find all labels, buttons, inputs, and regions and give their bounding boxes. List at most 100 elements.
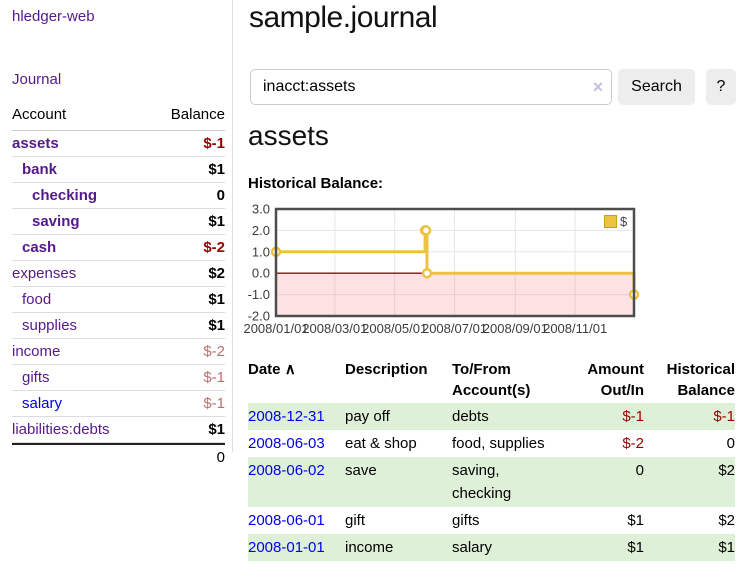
y-tick-label: 2.0 bbox=[252, 223, 270, 238]
account-balance: $1 bbox=[208, 317, 225, 334]
data-point-marker bbox=[421, 267, 433, 279]
y-tick-label: 3.0 bbox=[252, 202, 270, 217]
account-link[interactable]: income bbox=[12, 343, 61, 360]
header-balance-line2: Balance bbox=[677, 382, 735, 399]
search-input[interactable] bbox=[250, 69, 612, 105]
chart-legend: $ bbox=[604, 214, 627, 229]
account-balance: $1 bbox=[208, 161, 225, 178]
x-tick-label: 2008/01/01 bbox=[244, 321, 309, 336]
accounts-total-row: 0 bbox=[12, 443, 225, 470]
y-tick-label: -1.0 bbox=[248, 287, 270, 302]
account-row: liabilities:debts $1 bbox=[12, 417, 225, 443]
account-link[interactable]: assets bbox=[12, 135, 59, 152]
header-amount-line1: Amount bbox=[587, 361, 644, 378]
chart-canvas: 3.0 2.0 1.0 0.0 -1.0 -2.02008/01/012008/03/01… bbox=[244, 202, 640, 336]
account-link[interactable]: supplies bbox=[22, 317, 78, 334]
page-title: sample.journal bbox=[249, 1, 438, 34]
amount-cell: $-2 bbox=[622, 435, 644, 452]
account-link[interactable]: saving bbox=[32, 213, 80, 230]
account-balance: $-1 bbox=[203, 135, 225, 152]
balance-cell: $-1 bbox=[713, 408, 735, 425]
balance-cell: 0 bbox=[726, 435, 735, 452]
sort-asc-icon: ∧ bbox=[284, 361, 296, 378]
amount-cell: $1 bbox=[627, 512, 644, 529]
accounts-cell: saving, checking bbox=[452, 462, 512, 502]
x-tick-label: 2008/11/01 bbox=[543, 321, 607, 336]
account-heading: assets bbox=[248, 120, 329, 151]
plot-border bbox=[274, 207, 636, 318]
table-row: 2008-12-31 pay off debts $-1 $-1 bbox=[248, 403, 735, 430]
table-row: 2008-06-01 gift gifts $1 $2 bbox=[248, 507, 735, 534]
account-row: expenses $2 bbox=[12, 261, 225, 287]
account-row: saving $1 bbox=[12, 209, 225, 235]
date-cell: 2008-06-02 bbox=[248, 459, 345, 482]
account-balance: $-2 bbox=[203, 343, 225, 360]
account-balance: $2 bbox=[208, 265, 225, 282]
header-tofrom-line1: To/From bbox=[452, 361, 511, 378]
date-link[interactable]: 2008-01-01 bbox=[248, 539, 325, 556]
register-table: Date ∧ Description To/From Account(s) Am… bbox=[248, 359, 735, 561]
date-link[interactable]: 2008-06-03 bbox=[248, 435, 325, 452]
legend-label: $ bbox=[620, 214, 628, 229]
accounts-header-account: Account bbox=[12, 106, 67, 123]
date-cell: 2008-06-03 bbox=[248, 432, 345, 455]
account-row: cash $-2 bbox=[12, 235, 225, 261]
accounts-header-balance: Balance bbox=[170, 106, 225, 123]
account-link[interactable]: gifts bbox=[22, 369, 50, 386]
accounts-table: Account Balance assets $-1 bank $1 checking 0… bbox=[12, 98, 225, 470]
accounts-total-value: 0 bbox=[216, 449, 225, 466]
sidebar-divider bbox=[232, 0, 233, 452]
account-balance: $1 bbox=[208, 213, 225, 230]
x-tick-label: 2008/07/01 bbox=[422, 321, 487, 336]
account-link[interactable]: cash bbox=[22, 239, 57, 256]
description-cell: save bbox=[345, 462, 377, 479]
header-date[interactable]: Date ∧ bbox=[248, 359, 345, 401]
account-balance: 0 bbox=[216, 187, 225, 204]
accounts-cell: gifts bbox=[452, 512, 480, 529]
x-tick-label: 2008/05/01 bbox=[362, 321, 427, 336]
accounts-cell: food, supplies bbox=[452, 435, 545, 452]
account-row: supplies $1 bbox=[12, 313, 225, 339]
clear-search-icon[interactable]: × bbox=[592, 77, 604, 97]
date-link[interactable]: 2008-12-31 bbox=[248, 408, 325, 425]
account-link[interactable]: salary bbox=[22, 395, 63, 412]
header-balance: Historical Balance bbox=[644, 359, 735, 401]
search-help-button[interactable]: ? bbox=[706, 69, 736, 105]
account-balance: $-1 bbox=[203, 395, 225, 412]
account-row: checking 0 bbox=[12, 183, 225, 209]
account-balance: $1 bbox=[208, 421, 225, 438]
y-tick-label: -2.0 bbox=[248, 309, 270, 324]
y-tick-label: 0.0 bbox=[252, 266, 270, 281]
description-cell: eat & shop bbox=[345, 435, 417, 452]
date-cell: 2008-06-01 bbox=[248, 509, 345, 532]
header-amount: Amount Out/In bbox=[564, 359, 644, 401]
balance-cell: $1 bbox=[718, 539, 735, 556]
account-link[interactable]: food bbox=[22, 291, 52, 308]
header-description: Description bbox=[345, 361, 428, 378]
header-tofrom-line2: Account(s) bbox=[452, 382, 531, 399]
accounts-cell: debts bbox=[452, 408, 489, 425]
header-tofrom: To/From Account(s) bbox=[452, 359, 564, 401]
account-link[interactable]: checking bbox=[32, 187, 98, 204]
y-tick-label: 1.0 bbox=[252, 244, 270, 259]
account-link[interactable]: bank bbox=[22, 161, 58, 178]
negative-region bbox=[276, 273, 634, 316]
date-link[interactable]: 2008-06-01 bbox=[248, 512, 325, 529]
amount-cell: 0 bbox=[635, 462, 644, 479]
account-balance: $-2 bbox=[203, 239, 225, 256]
accounts-cell: salary bbox=[452, 539, 493, 556]
table-row: 2008-06-03 eat & shop food, supplies $-2 0 bbox=[248, 430, 735, 457]
date-link[interactable]: 2008-06-02 bbox=[248, 462, 325, 479]
account-link[interactable]: liabilities:debts bbox=[12, 421, 110, 438]
date-cell: 2008-01-01 bbox=[248, 536, 345, 559]
account-link[interactable]: expenses bbox=[12, 265, 77, 282]
historical-balance-chart: 3.0 2.0 1.0 0.0 -1.0 -2.0 2008/01/01 2008/03/01… bbox=[244, 202, 642, 348]
sidebar-item-journal[interactable]: Journal bbox=[12, 71, 62, 88]
account-row: assets $-1 bbox=[12, 131, 225, 157]
register-table-header: Date ∧ Description To/From Account(s) Am… bbox=[248, 359, 735, 403]
description-cell: pay off bbox=[345, 408, 390, 425]
app-title-link[interactable]: hledger-web bbox=[12, 8, 95, 25]
legend-swatch-icon bbox=[604, 215, 617, 228]
search-button[interactable]: Search bbox=[618, 69, 695, 105]
account-row: salary $-1 bbox=[12, 391, 225, 417]
